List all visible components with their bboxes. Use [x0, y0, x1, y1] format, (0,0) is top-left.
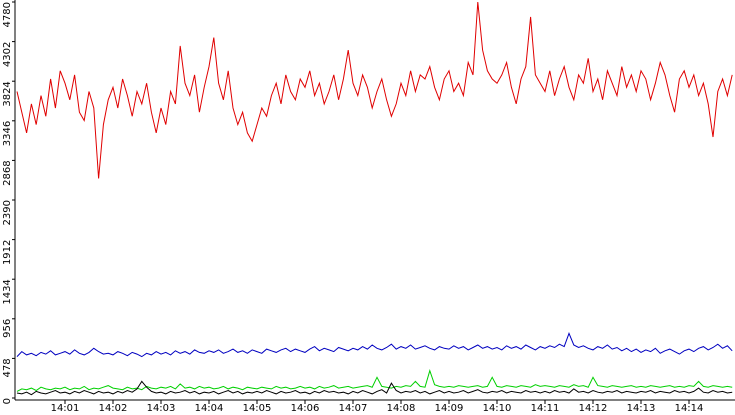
y-tick-label: 1912 [2, 240, 13, 265]
y-tick-label: 956 [2, 319, 13, 338]
y-tick-label: 478 [2, 358, 13, 377]
x-tick-label: 14:14 [675, 403, 704, 414]
x-tick-label: 14:09 [435, 403, 464, 414]
y-tick-label: 3346 [2, 121, 13, 146]
y-tick-label: 4302 [2, 42, 13, 67]
x-tick-label: 14:05 [243, 403, 272, 414]
y-tick-label: 4780 [2, 2, 13, 27]
x-tick-label: 14:06 [291, 403, 320, 414]
x-tick-label: 14:07 [339, 403, 368, 414]
y-tick-label: 2868 [2, 160, 13, 185]
x-tick-label: 14:04 [195, 403, 224, 414]
series-line [16, 1, 733, 179]
x-tick-label: 14:02 [99, 403, 128, 414]
y-tick-label: 0 [2, 398, 13, 404]
y-tick-label: 1434 [2, 279, 13, 304]
x-tick-label: 14:13 [627, 403, 656, 414]
y-tick-label: 3824 [2, 81, 13, 106]
series-line [16, 332, 733, 358]
x-tick-label: 14:03 [147, 403, 176, 414]
series-line [16, 380, 733, 396]
x-tick-label: 14:12 [579, 403, 608, 414]
y-tick-label: 2390 [2, 200, 13, 225]
x-tick-label: 14:10 [483, 403, 512, 414]
x-tick-label: 14:11 [531, 403, 560, 414]
x-tick-label: 14:01 [51, 403, 80, 414]
series-line [16, 369, 733, 392]
x-tick-label: 14:08 [387, 403, 416, 414]
